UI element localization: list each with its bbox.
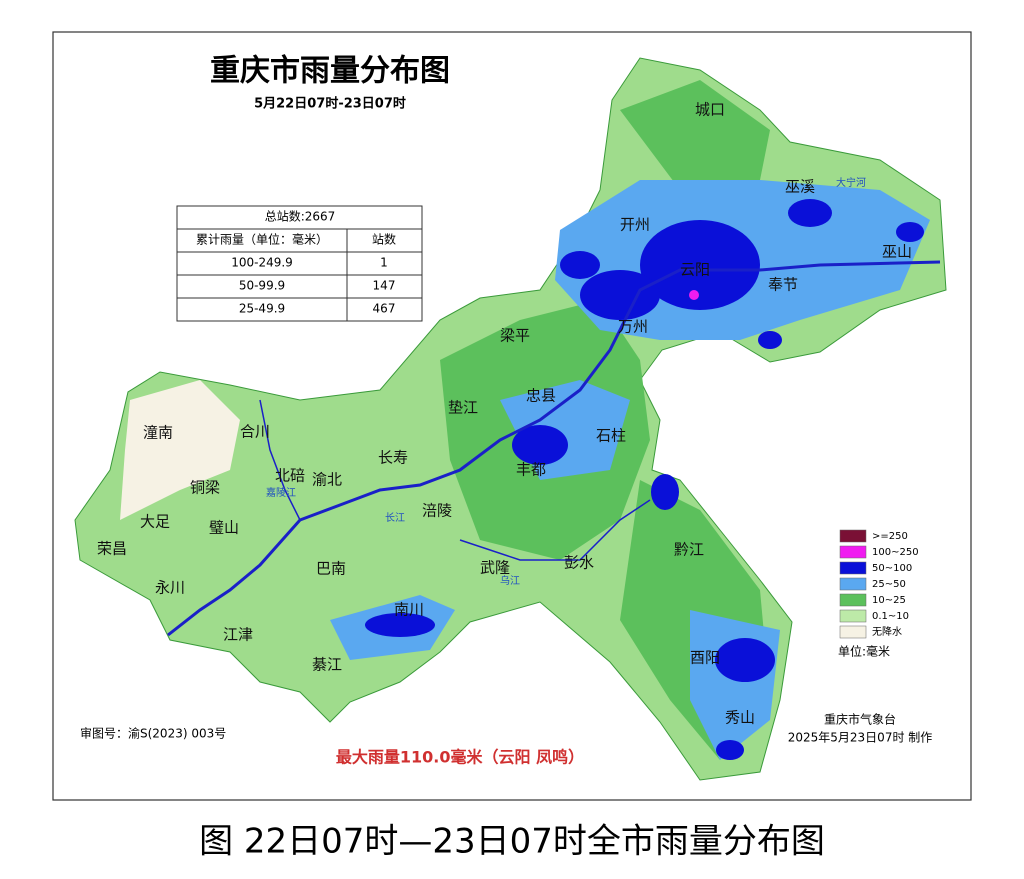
table-header: 累计雨量（单位：毫米） [196, 232, 328, 247]
river-label: 长江 [385, 512, 405, 524]
place-label: 奉节 [768, 276, 798, 294]
place-label: 彭水 [564, 554, 594, 572]
place-label: 石柱 [596, 427, 626, 445]
legend-label: >=250 [872, 531, 908, 542]
place-label: 铜梁 [190, 479, 220, 497]
place-label: 巫山 [882, 243, 912, 261]
place-label: 大足 [140, 513, 170, 531]
place-label: 垫江 [448, 399, 478, 417]
place-label: 巫溪 [785, 178, 815, 196]
approval-number: 审图号：渝S(2023) 003号 [80, 726, 226, 741]
place-label: 武隆 [480, 559, 510, 577]
place-label: 渝北 [312, 471, 342, 489]
place-label: 云阳 [680, 261, 710, 279]
place-label: 南川 [394, 601, 424, 619]
table-cell: 1 [380, 256, 388, 270]
place-label: 长寿 [378, 449, 408, 467]
legend-swatch [839, 577, 867, 591]
legend-swatch [839, 561, 867, 575]
place-label: 酉阳 [690, 649, 720, 667]
legend-swatch [839, 625, 867, 639]
river-label: 大宁河 [836, 176, 866, 189]
legend-label: 50~100 [872, 563, 912, 574]
place-label: 秀山 [725, 709, 755, 727]
agency: 重庆市气象台 [824, 712, 896, 727]
place-label: 江津 [223, 626, 253, 644]
station-table: 总站数:2667 累计雨量（单位：毫米） 站数 100-249.9 1 50-9… [176, 205, 423, 322]
place-label: 丰都 [516, 461, 546, 479]
legend-label: 100~250 [872, 547, 919, 558]
place-label: 黔江 [674, 541, 704, 559]
table-total: 总站数:2667 [265, 209, 336, 224]
place-label: 璧山 [209, 519, 239, 537]
legend-unit: 单位:毫米 [838, 644, 890, 659]
legend-label: 0.1~10 [872, 611, 909, 622]
table-cell: 25-49.9 [239, 302, 285, 316]
river-label: 乌江 [500, 574, 520, 587]
place-label: 永川 [155, 579, 185, 597]
place-labels: 城口 巫溪 开州 云阳 奉节 巫山 万州 梁平 忠县 石柱 垫江 丰都 长寿 涪… [97, 101, 912, 727]
place-label: 万州 [618, 318, 648, 336]
table-cell: 50-99.9 [239, 279, 285, 293]
place-label: 合川 [240, 423, 270, 441]
legend-label: 25~50 [872, 579, 906, 590]
place-label: 城口 [695, 101, 725, 119]
place-label: 荣昌 [97, 540, 127, 558]
wu-river [459, 499, 651, 561]
river-label: 嘉陵江 [266, 486, 296, 499]
made-time: 2025年5月23日07时 制作 [788, 731, 933, 745]
place-label: 巴南 [316, 560, 346, 578]
rain-zones [120, 80, 930, 760]
legend-swatch [839, 529, 867, 543]
legend-label: 无降水 [872, 625, 902, 638]
place-label: 忠县 [526, 387, 556, 405]
legend-label: 10~25 [872, 595, 906, 606]
table-header: 站数 [372, 232, 396, 247]
map-subtitle: 5月22日07时-23日07时 [254, 96, 406, 112]
map-title: 重庆市雨量分布图 [210, 54, 450, 89]
table-cell: 467 [373, 302, 396, 316]
place-label: 开州 [620, 216, 650, 234]
legend-swatch [839, 545, 867, 559]
table-cell: 147 [373, 279, 396, 293]
figure-caption: 图 22日07时—23日07时全市雨量分布图 [199, 822, 825, 862]
jialing-river [259, 399, 301, 521]
legend-swatch [839, 609, 867, 623]
table-cell: 100-249.9 [231, 256, 293, 270]
max-rain-note: 最大雨量110.0毫米（云阳 凤鸣） [336, 748, 584, 767]
place-label: 潼南 [143, 424, 173, 442]
legend: >=250 100~250 50~100 25~50 10~25 0.1~10 无降水 [839, 529, 919, 639]
place-label: 綦江 [312, 656, 342, 674]
yangtze-river [167, 260, 941, 637]
legend-swatch [839, 593, 867, 607]
place-label: 北碚 [275, 467, 305, 485]
place-label: 梁平 [500, 327, 530, 345]
place-label: 涪陵 [422, 502, 452, 520]
